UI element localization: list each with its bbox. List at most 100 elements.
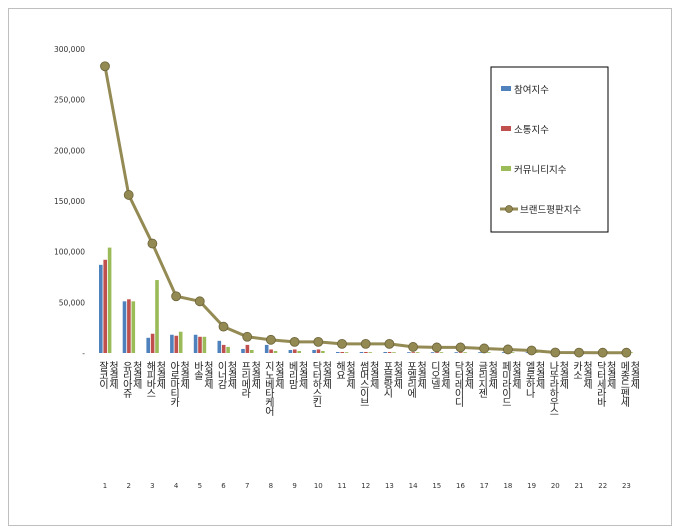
x-tick-label: 잘코이 청결제: [97, 361, 119, 390]
bar: [478, 352, 482, 353]
bar: [359, 351, 364, 353]
svg-text:닥터레이디: 닥터레이디: [452, 361, 464, 408]
y-tick-label: -: [82, 349, 85, 358]
bar: [193, 334, 198, 353]
svg-text:유리아쥬: 유리아쥬: [120, 361, 132, 399]
x-index-label: 18: [503, 482, 512, 490]
bar: [202, 336, 207, 353]
svg-text:청결제: 청결제: [107, 361, 119, 390]
x-index-label: 4: [174, 482, 179, 490]
bar: [340, 351, 344, 353]
svg-text:청결제: 청결제: [557, 361, 569, 390]
line-point: [384, 338, 395, 349]
bar: [198, 336, 202, 353]
svg-text:프리메라: 프리메라: [239, 361, 251, 399]
y-tick-label: 100,000: [54, 248, 85, 257]
x-tick-label: 포엘리에 청결제: [405, 361, 427, 399]
line-point: [242, 331, 253, 342]
bar: [454, 352, 459, 353]
x-index-label: 19: [527, 482, 536, 490]
bar: [364, 351, 368, 353]
svg-text:썸머스이브: 썸머스이브: [357, 361, 369, 406]
svg-text:해피바스: 해피바스: [144, 360, 156, 397]
bar: [411, 352, 416, 353]
x-index-label: 7: [245, 482, 249, 490]
line-point: [408, 342, 419, 352]
svg-text:청결제: 청결제: [628, 361, 640, 390]
y-tick-label: 300,000: [54, 45, 85, 54]
svg-text:닥터세라바: 닥터세라바: [594, 361, 606, 408]
svg-text:청결제: 청결제: [225, 361, 237, 390]
bar: [415, 352, 420, 353]
svg-text:포블랑시: 포블랑시: [381, 361, 393, 398]
bar: [534, 352, 538, 353]
bar: [392, 352, 396, 353]
svg-text:청결제: 청결제: [509, 361, 521, 390]
bar: [127, 299, 131, 353]
x-index-label: 15: [432, 482, 441, 490]
bar: [321, 350, 325, 353]
bar: [273, 350, 278, 353]
y-axis: 300,000 250,000 200,000 150,000 100,000 50,00…: [54, 45, 85, 358]
svg-text:해요: 해요: [334, 360, 346, 379]
x-index-label: 20: [551, 482, 560, 490]
bar: [178, 331, 183, 353]
x-tick-label: 프리메라 청결제: [239, 361, 261, 399]
svg-text:나뚜라하우스: 나뚜라하우스: [547, 361, 559, 415]
svg-text:청결제: 청결제: [415, 361, 427, 390]
x-index-label: 10: [314, 482, 323, 490]
legend-item: 커뮤니티지수: [501, 165, 567, 176]
line-point: [431, 342, 442, 353]
x-tick-label: 해피바스 청결제: [144, 360, 166, 397]
bar: [439, 352, 444, 353]
legend-label: 참여지수: [514, 84, 549, 96]
bar: [344, 352, 349, 353]
brand-reputation-chart: 300,000 250,000 200,000 150,000 100,000 50,00…: [54, 45, 640, 490]
bar: [245, 344, 250, 353]
line-point: [218, 321, 229, 332]
x-tick-label: 유리아쥬 청결제: [120, 361, 142, 399]
x-tick-label: 글리지젠 청결제: [476, 361, 498, 398]
svg-text:지노베타케어: 지노베타케어: [262, 361, 274, 417]
x-tick-label: 닥터레이디 청결제: [452, 361, 474, 408]
legend-item: 브랜드평판지수: [500, 205, 581, 216]
bar: [150, 333, 155, 353]
svg-text:청결제: 청결제: [272, 361, 284, 390]
svg-text:청결제: 청결제: [604, 361, 616, 390]
bar: [131, 301, 136, 353]
svg-text:청결제: 청결제: [581, 361, 593, 390]
legend-label: 소통지수: [514, 125, 549, 136]
line-point: [289, 336, 300, 347]
bar: [383, 351, 387, 353]
bar: [221, 344, 226, 353]
legend-item: 소통지수: [501, 125, 549, 136]
x-tick-label: 메종드펜세 청결제: [618, 361, 640, 408]
bar: [501, 352, 506, 353]
x-index-label: 14: [409, 482, 418, 490]
x-tick-label: 바솔 청결제: [191, 361, 213, 390]
x-tick-label: 베리맘 청결제: [286, 361, 308, 390]
y-tick-label: 200,000: [54, 146, 85, 155]
x-tick-label: 이너감 청결제: [215, 361, 237, 390]
svg-text:이너감: 이너감: [215, 361, 227, 389]
svg-text:베리맘: 베리맘: [286, 361, 298, 389]
svg-text:청결제: 청결제: [533, 361, 545, 390]
svg-text:청결제: 청결제: [178, 361, 190, 390]
svg-text:글리지젠: 글리지젠: [476, 361, 488, 398]
line-point: [479, 343, 490, 354]
line-point: [455, 342, 466, 353]
svg-text:청결제: 청결제: [391, 361, 403, 390]
svg-text:청결제: 청결제: [320, 361, 332, 390]
x-index-label: 6: [221, 482, 226, 490]
x-tick-label: 카소 청결제: [571, 361, 593, 390]
legend-item: 참여지수: [501, 84, 549, 96]
x-tick-label: 엘로하나 청결제: [523, 360, 545, 399]
line-point: [621, 347, 632, 358]
svg-text:잘코이: 잘코이: [97, 361, 109, 390]
x-index-label: 5: [198, 482, 202, 490]
x-index-label: 17: [480, 482, 489, 490]
x-index-label: 13: [385, 482, 394, 490]
x-index-label: 11: [338, 482, 347, 490]
bar: [430, 352, 435, 353]
